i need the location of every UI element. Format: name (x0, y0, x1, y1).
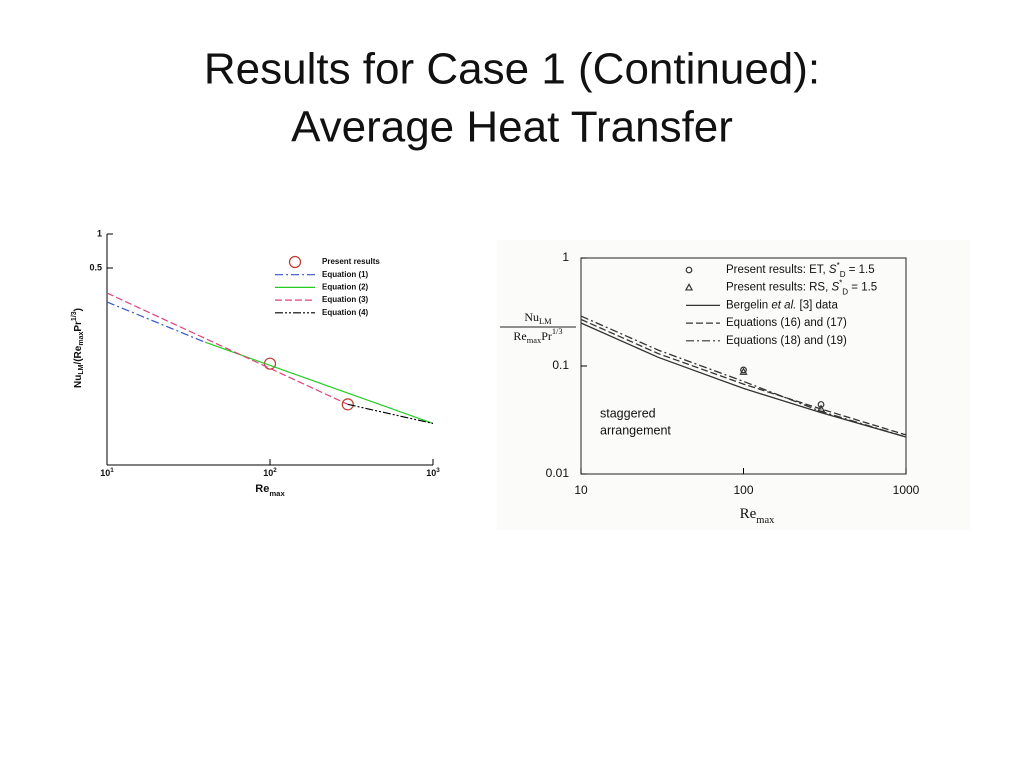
text-part: Present results: ET, (726, 264, 829, 276)
slide-title: Average Heat Transfer (291, 103, 733, 152)
legend-swatch (288, 255, 302, 269)
legend-label: Present results (322, 257, 380, 266)
text-part: Re (255, 483, 269, 495)
annotation: staggered (600, 406, 656, 420)
y-axis-label: NuLM/(RemaxPr1/3) (71, 308, 85, 388)
marker (341, 398, 354, 411)
marker (739, 367, 748, 375)
text-part: ) (73, 308, 84, 311)
series-line (106, 301, 206, 343)
text-part: = 1.5 (848, 282, 877, 294)
text-part: Pr (73, 321, 84, 332)
series-line (580, 318, 907, 436)
y-tick-label: 1 (562, 250, 569, 264)
text-part: Pr (541, 329, 552, 343)
text-part: Bergelin (726, 299, 771, 311)
y-tick-label: 0.5 (89, 262, 102, 272)
text-part: 1/3 (71, 311, 78, 321)
text-part: 1/3 (552, 327, 563, 336)
text-part: max (527, 336, 542, 345)
x-tick-label: 1000 (893, 483, 920, 497)
tick-exponent: 1 (110, 467, 114, 474)
legend-label: Equation (4) (322, 308, 369, 317)
text-part: Nu (524, 310, 539, 324)
text-part: Present results: RS, (726, 282, 831, 294)
series-line (347, 403, 434, 425)
annotation: arrangement (600, 423, 671, 437)
y-tick-label: 1 (97, 228, 102, 238)
marker (740, 366, 747, 374)
legend-label: Equation (1) (322, 270, 369, 279)
text-part: Re (740, 506, 757, 522)
text-part: S (829, 264, 837, 276)
text-part: LM (78, 364, 85, 374)
legend-label: Present results: RS, S*D = 1.5 (726, 278, 877, 296)
x-axis-label: Remax (255, 483, 285, 498)
series-line (204, 341, 434, 425)
tick-exponent: 3 (436, 467, 440, 474)
y-axis-label-denominator: RemaxPr1/3 (513, 327, 562, 345)
text-part: max (78, 332, 85, 346)
legend-label: Bergelin et al. [3] data (726, 299, 838, 311)
y-tick-label: 0.01 (546, 466, 570, 480)
tick-exponent: 2 (273, 467, 277, 474)
text-part: LM (539, 317, 552, 326)
slide-title: Results for Case 1 (Continued): (204, 45, 820, 94)
x-tick-label: 102 (263, 467, 277, 478)
text-part: et al. (771, 299, 796, 311)
series-line (580, 322, 907, 438)
chart: 10 100 10000.010.11RemaxNuLMRemaxPr1/3stag… (500, 250, 920, 526)
text-part: max (269, 489, 285, 498)
text-part: S (831, 282, 839, 294)
series-line (106, 292, 349, 405)
x-axis-label: Remax (740, 506, 775, 525)
text-part: /(Re (73, 345, 84, 364)
text-part: D (840, 270, 846, 279)
text-part: = 1.5 (846, 264, 875, 276)
legend-label: Equation (3) (322, 295, 369, 304)
marker (817, 401, 825, 408)
y-axis-label-numerator: NuLM (524, 310, 552, 327)
y-tick-label: 0.1 (552, 358, 569, 372)
legend-swatch (684, 283, 694, 291)
x-tick-label: 101 (100, 467, 114, 478)
x-tick-label: 10 (574, 483, 588, 497)
legend-label: Present results: ET, S*D = 1.5 (726, 261, 875, 279)
x-tick-label: 103 (426, 467, 440, 478)
tick-base: 10 (100, 468, 110, 478)
text-part: max (756, 515, 775, 526)
legend-label: Equation (2) (322, 283, 369, 292)
text-part: Re (513, 329, 526, 343)
tick-base: 10 (426, 468, 436, 478)
chart: 101 102 10310.5RemaxNuLM/(RemaxPr1/3)Prese… (71, 228, 440, 497)
text-part: * (839, 278, 842, 287)
x-tick-label: 100 (733, 483, 753, 497)
text-part: D (842, 287, 848, 296)
text-part: [3] data (796, 299, 838, 311)
legend-swatch (685, 266, 693, 274)
text-part: Nu (73, 375, 84, 388)
text-part: * (837, 261, 840, 270)
legend-label: Equations (16) and (17) (726, 317, 847, 329)
tick-base: 10 (263, 468, 273, 478)
legend-label: Equations (18) and (19) (726, 335, 847, 347)
